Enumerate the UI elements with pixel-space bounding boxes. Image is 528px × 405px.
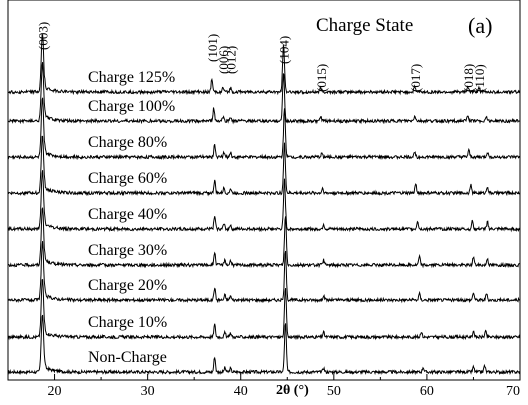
peak-label: (006) (216, 46, 231, 74)
peak-label: (012) (223, 46, 238, 74)
series-label: Charge 80% (88, 134, 167, 151)
series-line-charge-60- (8, 135, 520, 197)
series-line-charge-20- (8, 241, 520, 304)
series-layer (8, 33, 520, 376)
x-tick-layer: 20 30 40 50 60 70 (7, 374, 521, 399)
x-axis-label: 2θ (°) (276, 383, 309, 398)
chart-title: Charge State (316, 15, 413, 36)
series-label: Non-Charge (88, 349, 167, 366)
series-line-charge-100- (8, 62, 520, 125)
series-line-charge-40- (8, 170, 520, 233)
series-label: Charge 100% (88, 98, 175, 115)
x-tick-label: 20 (48, 384, 62, 399)
peak-label: (101) (205, 34, 220, 62)
series-line-charge-125- (8, 33, 520, 96)
series-label: Charge 10% (88, 314, 167, 331)
x-tick-label: 50 (327, 384, 341, 399)
peak-label: (018) (461, 64, 476, 92)
series-label: Charge 30% (88, 242, 167, 259)
panel-label: (a) (468, 13, 492, 38)
series-line-charge-10- (8, 278, 520, 341)
peak-label: (003) (35, 22, 50, 50)
series-line-charge-80- (8, 97, 520, 161)
x-tick-label: 40 (234, 384, 248, 399)
x-tick-label: 70 (506, 384, 520, 399)
x-tick-label: 60 (420, 384, 434, 399)
series-line-charge-30- (8, 207, 520, 269)
plot-frame (7, 0, 521, 381)
series-label: Charge 125% (88, 69, 175, 86)
series-label: Charge 40% (88, 206, 167, 223)
x-tick-label: 30 (141, 384, 155, 399)
peak-label: (110) (472, 64, 487, 92)
peak-label-layer: (003) (101)(006)(012) (104) (015) (017) (018)… (35, 22, 487, 92)
series-line-non-charge (8, 314, 520, 376)
series-label: Charge 60% (88, 170, 167, 187)
series-label-layer: Non-Charge Charge 10% Charge 20% Charge 30%… (88, 69, 175, 366)
series-label: Charge 20% (88, 277, 167, 294)
peak-label: (017) (408, 64, 423, 92)
peak-label: (015) (314, 64, 329, 92)
peak-label: (104) (277, 36, 292, 64)
